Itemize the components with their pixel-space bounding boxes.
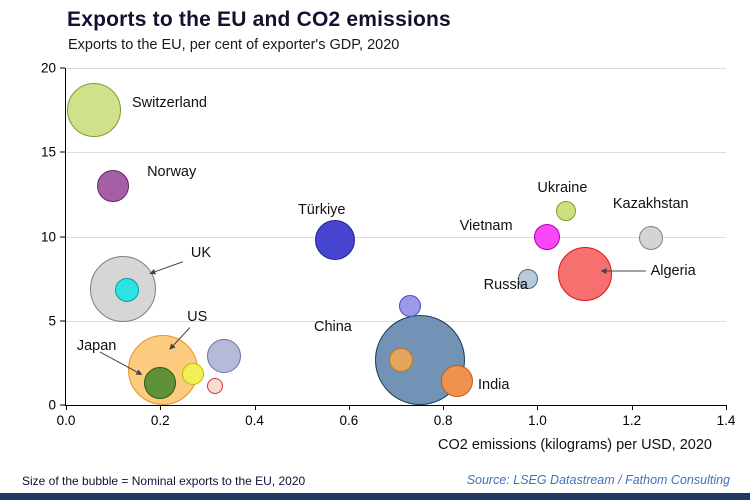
bubble-turkiye [314,219,355,260]
x-tick-mark-1.0 [537,405,539,410]
x-tick-mark-0.8 [443,405,445,410]
bubble-unlabeled-yellow [182,362,205,385]
label-russia: Russia [483,277,528,294]
bubble-india [441,365,474,398]
x-tick-label-0.2: 0.2 [150,413,170,428]
y-tick-label-20: 20 [40,60,56,76]
bubble-size-footnote: Size of the bubble = Nominal exports to … [22,474,306,488]
x-tick-label-0.0: 0.0 [56,413,76,428]
x-tick-label-1.2: 1.2 [622,413,642,428]
bubble-uk [89,255,156,322]
x-tick-mark-0.2 [160,405,162,410]
y-tick-label-5: 5 [48,313,56,329]
x-tick-label-0.6: 0.6 [339,413,359,428]
y-tick-mark-0 [59,404,65,406]
y-tick-label-10: 10 [40,229,56,244]
bubble-unlabeled-pink [206,377,223,394]
label-norway: Norway [147,164,197,181]
x-tick-mark-1.2 [631,405,633,410]
bubble-unlabeled-lavender [206,339,241,374]
bubble-vietnam [533,223,560,250]
y-tick-mark-10 [59,236,65,237]
label-algeria: Algeria [650,263,696,280]
label-china: China [313,319,352,336]
label-us: US [187,309,208,326]
label-india: India [478,376,510,393]
gridline-y-20 [66,68,726,69]
bubble-ukraine [555,201,576,222]
bubble-russia [518,268,538,289]
x-axis-title: CO2 emissions (kilograms) per USD, 2020 [438,437,712,453]
bubble-uk-inner [115,278,140,303]
y-tick-label-0: 0 [48,397,56,413]
bubble-norway [97,169,130,202]
label-uk: UK [190,245,212,262]
y-tick-mark-20 [59,67,65,69]
x-tick-label-0.8: 0.8 [433,413,453,428]
x-tick-label-1.4: 1.4 [716,413,736,428]
bubble-unlabeled-periwinkle [399,294,422,317]
y-tick-mark-5 [59,320,65,322]
x-tick-mark-1.4 [726,405,727,410]
bubble-japan [144,367,177,400]
label-vietnam: Vietnam [459,218,513,235]
x-tick-label-1.0: 1.0 [528,413,547,428]
x-tick-mark-0.0 [66,405,67,410]
label-turkiye: Türkiye [297,201,346,218]
gridline-y-15 [66,152,726,154]
chart-title: Exports to the EU and CO2 emissions [67,8,451,31]
gridline-y-10 [66,236,726,238]
footer-bar [0,493,750,500]
label-kazakhstan: Kazakhstan [612,196,689,213]
x-tick-mark-0.4 [254,405,256,410]
x-tick-mark-0.6 [348,405,350,410]
x-tick-label-0.4: 0.4 [245,413,264,428]
label-switzerland: Switzerland [132,95,207,112]
bubble-kazakhstan [638,226,663,251]
label-ukraine: Ukraine [537,179,588,196]
chart-subtitle: Exports to the EU, per cent of exporter'… [68,37,400,53]
label-japan: Japan [76,338,117,355]
bubble-switzerland [67,83,122,138]
bubble-algeria [557,246,612,301]
source-credit: Source: LSEG Datastream / Fathom Consult… [466,473,730,487]
y-tick-mark-15 [59,151,65,153]
y-tick-label-15: 15 [40,144,56,160]
plot-area: Switzerland Norway UK Türkiye Ukraine Kazakhs… [41,61,735,429]
bubble-china-inner [388,347,413,372]
